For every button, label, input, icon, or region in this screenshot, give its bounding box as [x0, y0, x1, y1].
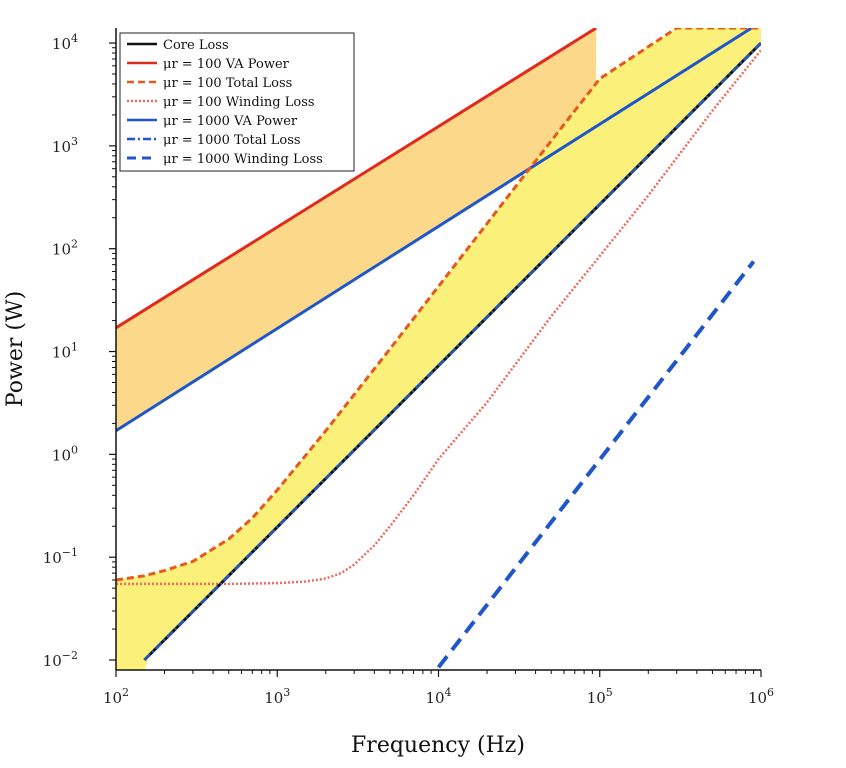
y-tick-label: 103: [52, 135, 78, 156]
tick-marks: [109, 42, 762, 677]
tick-labels: 102 103 104 105 106 10−2 10−1 100 101 102 103 104: [43, 32, 774, 707]
x-tick-label: 106: [748, 686, 774, 707]
series-mu1000-winding-loss: [436, 260, 756, 669]
y-tick-label: 10−1: [43, 546, 78, 567]
series-mu1000-va-power: [116, 28, 755, 432]
legend-entry-mu1000-va-power: μr = 1000 VA Power: [127, 114, 298, 129]
legend-label: μr = 1000 Winding Loss: [163, 152, 323, 167]
legend: Core Loss μr = 100 VA Power μr = 100 Tot…: [119, 32, 355, 172]
x-tick-label: 103: [264, 686, 290, 707]
legend-entry-mu100-winding-loss: μr = 100 Winding Loss: [127, 95, 315, 110]
series-mu100-winding-loss: [116, 49, 761, 586]
x-tick-label: 102: [103, 686, 129, 707]
y-tick-label: 100: [52, 443, 78, 464]
legend-entry-core-loss: Core Loss: [127, 38, 229, 53]
y-tick-label: 101: [52, 341, 78, 362]
legend-label: μr = 1000 VA Power: [163, 114, 298, 129]
legend-label: μr = 100 VA Power: [163, 57, 290, 72]
legend-label: μr = 100 Winding Loss: [163, 95, 315, 110]
y-tick-label: 102: [52, 238, 78, 259]
y-tick-label: 10−2: [43, 649, 78, 670]
series-mu100-va-power: [116, 28, 597, 330]
region-va-power-band: [116, 28, 597, 431]
legend-entry-mu1000-total-loss: μr = 1000 Total Loss: [127, 133, 301, 148]
legend-entry-mu1000-winding-loss: μr = 1000 Winding Loss: [127, 152, 323, 167]
x-tick-label: 104: [425, 686, 451, 707]
region-loss-band: [116, 28, 761, 670]
x-tick-label: 105: [587, 686, 613, 707]
legend-box: [119, 32, 355, 172]
legend-label: μr = 1000 Total Loss: [163, 133, 301, 148]
legend-label: μr = 100 Total Loss: [163, 76, 292, 91]
shaded-regions: [116, 28, 761, 670]
legend-entry-mu100-total-loss: μr = 100 Total Loss: [127, 76, 292, 91]
series-mu1000-total-loss: [143, 42, 761, 661]
y-axis-title: Power (W): [3, 291, 28, 407]
y-tick-label: 104: [52, 32, 78, 53]
series-lines: [116, 28, 761, 669]
legend-label: Core Loss: [163, 38, 229, 53]
legend-entry-mu100-va-power: μr = 100 VA Power: [127, 57, 290, 72]
x-axis-title: Frequency (Hz): [351, 733, 525, 758]
